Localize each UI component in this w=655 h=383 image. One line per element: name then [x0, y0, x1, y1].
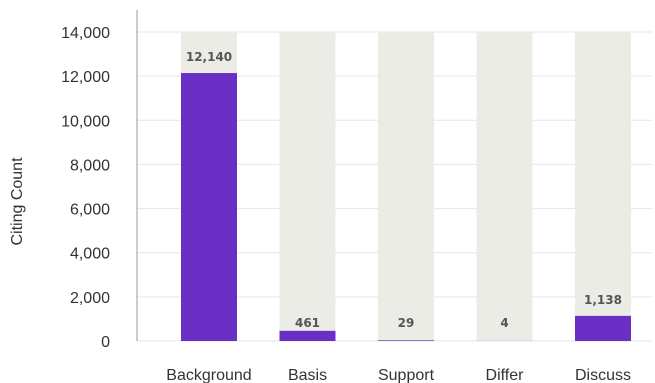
- bar-track: [575, 32, 631, 341]
- y-tick-label: 14,000: [61, 25, 110, 42]
- y-axis-label: Citing Count: [9, 157, 26, 246]
- bar-track: [476, 32, 533, 341]
- x-tick-label: Discuss: [575, 367, 631, 383]
- x-tick-label: Differ: [486, 367, 525, 383]
- bar: [575, 315, 631, 341]
- x-axis-ticks: Background Basis Support Differ Discuss: [166, 367, 631, 383]
- y-tick-label: 4,000: [70, 246, 110, 263]
- bar-track: [279, 32, 336, 341]
- x-tick-label: Background: [166, 367, 251, 383]
- bar: [279, 330, 336, 341]
- data-label: 461: [295, 316, 320, 330]
- bar-track: [378, 32, 434, 341]
- bar: [181, 73, 237, 341]
- data-label: 1,138: [584, 293, 622, 307]
- y-tick-label: 2,000: [70, 290, 110, 307]
- y-tick-label: 10,000: [61, 113, 110, 130]
- x-tick-label: Support: [378, 367, 435, 383]
- bar-tracks: [181, 32, 631, 341]
- data-labels: 12,140 461 29 4 1,138: [186, 50, 622, 330]
- x-tick-label: Basis: [288, 367, 327, 383]
- data-label: 4: [500, 316, 508, 330]
- data-label: 29: [398, 316, 415, 330]
- y-tick-label: 6,000: [70, 202, 110, 219]
- data-label: 12,140: [186, 50, 232, 64]
- bar: [378, 340, 434, 341]
- y-tick-label: 8,000: [70, 157, 110, 174]
- y-tick-label: 0: [101, 334, 110, 351]
- y-axis-ticks: 0 2,000 4,000 6,000 8,000 10,000 12,000 14,000: [61, 25, 110, 351]
- y-tick-label: 12,000: [61, 69, 110, 86]
- bars: [181, 73, 631, 341]
